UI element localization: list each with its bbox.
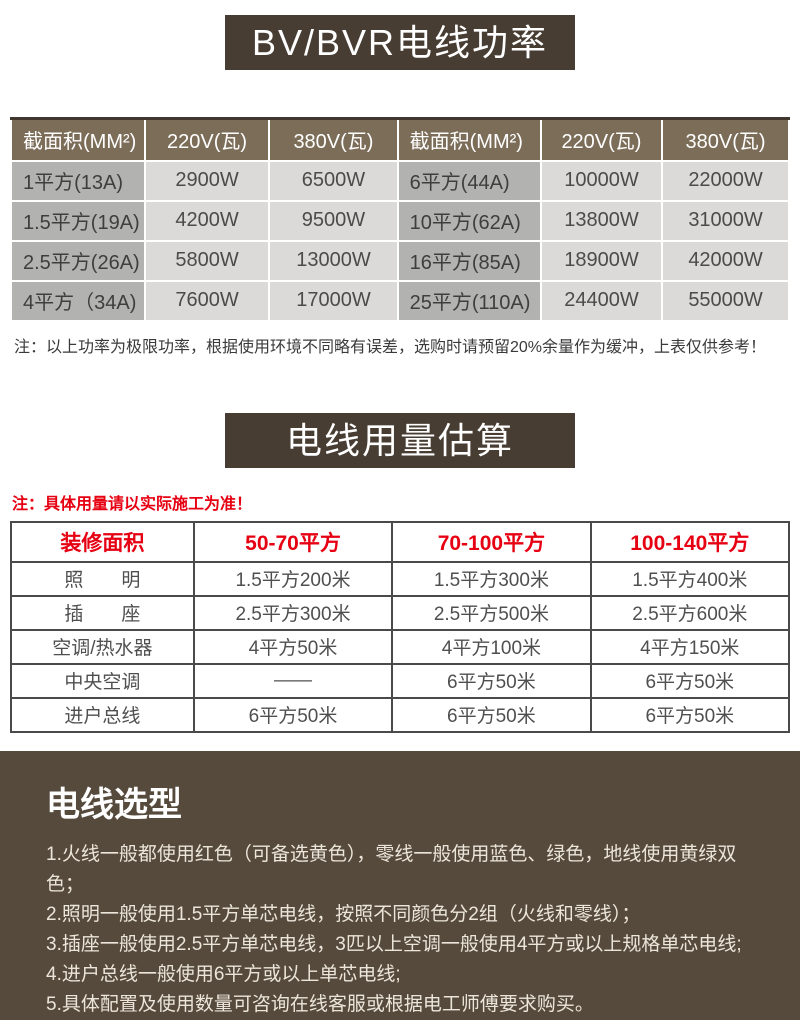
- wire-selection-panel: 电线选型 1.火线一般都使用红色（可备选黄色），零线一般使用蓝色、绿色，地线使用…: [0, 750, 800, 1020]
- table-cell: 13800W: [539, 199, 664, 242]
- power-section-title: BV/BVR电线功率: [225, 15, 575, 70]
- column-header: 截面积(MM²): [396, 117, 542, 162]
- selection-item: 1.火线一般都使用红色（可备选黄色），零线一般使用蓝色、绿色，地线使用黄绿双色；: [46, 843, 737, 895]
- power-note: 注：以上功率为极限功率，根据使用环境不同略有误差，选购时请预留20%余量作为缓冲…: [14, 338, 767, 356]
- table-row: 2.5平方(26A) 5800W 13000W 16平方(85A) 18900W 4200…: [10, 239, 790, 282]
- selection-item: 3.插座一般使用2.5平方单芯电线，3匹以上空调一般使用4平方或以上规格单芯电线…: [46, 933, 742, 955]
- table-cell: 24400W: [539, 279, 664, 322]
- table-cell: 1.5平方(19A): [10, 199, 146, 242]
- table-cell: 9500W: [268, 199, 399, 242]
- column-header: 220V(瓦): [143, 117, 271, 162]
- table-cell: 17000W: [268, 279, 399, 322]
- column-header: 380V(瓦): [661, 117, 790, 162]
- table-cell: 7600W: [143, 279, 271, 322]
- usage-section-title: 电线用量估算: [225, 412, 575, 468]
- table-row: 进户总线 6平方50米 6平方50米 6平方50米: [10, 696, 791, 733]
- column-header: 220V(瓦): [539, 117, 664, 162]
- selection-item: 4.进户总线一般使用6平方或以上单芯电线;: [46, 963, 401, 985]
- table-cell: 16平方(85A): [396, 239, 542, 282]
- table-row: 照 明 1.5平方200米 1.5平方300米 1.5平方400米: [10, 560, 791, 597]
- table-cell: 4平方100米: [391, 628, 592, 665]
- table-cell: 4平方50米: [192, 628, 394, 665]
- table-row: 4平方（34A) 7600W 17000W 25平方(110A) 24400W 55000…: [10, 279, 790, 322]
- table-cell: 18900W: [539, 239, 664, 282]
- table-cell: 1.5平方200米: [192, 560, 394, 597]
- table-cell: 4200W: [143, 199, 271, 242]
- table-row: 1平方(13A) 2900W 6500W 6平方(44A) 10000W 22000W: [10, 159, 790, 202]
- usage-table-body: 照 明 1.5平方200米 1.5平方300米 1.5平方400米插 座 2.5平方30…: [10, 560, 791, 733]
- usage-table-header-row: 装修面积 50-70平方 70-100平方 100-140平方: [10, 520, 791, 563]
- table-cell: 31000W: [661, 199, 790, 242]
- table-cell: 1平方(13A): [10, 159, 146, 202]
- table-cell: 6平方50米: [192, 696, 394, 733]
- table-cell: ——: [192, 662, 394, 699]
- column-header: 装修面积: [10, 520, 195, 563]
- usage-note: 注：具体用量请以实际施工为准！: [12, 495, 253, 513]
- table-cell: 进户总线: [10, 696, 195, 733]
- table-cell: 照 明: [10, 560, 195, 597]
- column-header: 100-140平方: [589, 520, 791, 563]
- table-cell: 4平方（34A): [10, 279, 146, 322]
- power-table-header-row: 截面积(MM²) 220V(瓦) 380V(瓦) 截面积(MM²) 220V(瓦) 380…: [10, 117, 790, 162]
- column-header: 50-70平方: [192, 520, 394, 563]
- table-cell: 13000W: [268, 239, 399, 282]
- table-cell: 6平方50米: [589, 662, 791, 699]
- power-table: 截面积(MM²) 220V(瓦) 380V(瓦) 截面积(MM²) 220V(瓦) 380…: [10, 117, 790, 322]
- table-cell: 6平方50米: [589, 696, 791, 733]
- table-cell: 5800W: [143, 239, 271, 282]
- table-cell: 2.5平方500米: [391, 594, 592, 631]
- table-cell: 10平方(62A): [396, 199, 542, 242]
- table-cell: 1.5平方400米: [589, 560, 791, 597]
- selection-item: 5.具体配置及使用数量可咨询在线客服或根据电工师傅要求购买。: [46, 993, 594, 1015]
- table-row: 1.5平方(19A) 4200W 9500W 10平方(62A) 13800W 31000…: [10, 199, 790, 242]
- table-cell: 22000W: [661, 159, 790, 202]
- table-cell: 25平方(110A): [396, 279, 542, 322]
- selection-item: 2.照明一般使用1.5平方单芯电线，按照不同颜色分2组（火线和零线）；: [46, 903, 641, 925]
- table-cell: 42000W: [661, 239, 790, 282]
- table-cell: 1.5平方300米: [391, 560, 592, 597]
- usage-banner-wrap: 电线用量估算: [0, 412, 800, 468]
- table-cell: 6平方(44A): [396, 159, 542, 202]
- table-cell: 2.5平方600米: [589, 594, 791, 631]
- table-cell: 10000W: [539, 159, 664, 202]
- table-cell: 55000W: [661, 279, 790, 322]
- table-cell: 6平方50米: [391, 696, 592, 733]
- table-cell: 2.5平方300米: [192, 594, 394, 631]
- power-banner-wrap: BV/BVR电线功率: [0, 0, 800, 70]
- table-cell: 空调/热水器: [10, 628, 195, 665]
- table-row: 插 座 2.5平方300米 2.5平方500米 2.5平方600米: [10, 594, 791, 631]
- power-table-body: 1平方(13A) 2900W 6500W 6平方(44A) 10000W 22000W 1.…: [10, 159, 790, 322]
- column-header: 380V(瓦): [268, 117, 399, 162]
- column-header: 截面积(MM²): [10, 117, 146, 162]
- table-cell: 中央空调: [10, 662, 195, 699]
- table-row: 中央空调 —— 6平方50米 6平方50米: [10, 662, 791, 699]
- table-row: 空调/热水器 4平方50米 4平方100米 4平方150米: [10, 628, 791, 665]
- table-cell: 4平方150米: [589, 628, 791, 665]
- selection-list: 1.火线一般都使用红色（可备选黄色），零线一般使用蓝色、绿色，地线使用黄绿双色；…: [46, 840, 770, 1020]
- table-cell: 插 座: [10, 594, 195, 631]
- column-header: 70-100平方: [391, 520, 592, 563]
- table-cell: 6500W: [268, 159, 399, 202]
- selection-title: 电线选型: [46, 785, 182, 824]
- table-cell: 6平方50米: [391, 662, 592, 699]
- table-cell: 2900W: [143, 159, 271, 202]
- usage-table: 装修面积 50-70平方 70-100平方 100-140平方 照 明 1.5平方200…: [10, 520, 791, 733]
- table-cell: 2.5平方(26A): [10, 239, 146, 282]
